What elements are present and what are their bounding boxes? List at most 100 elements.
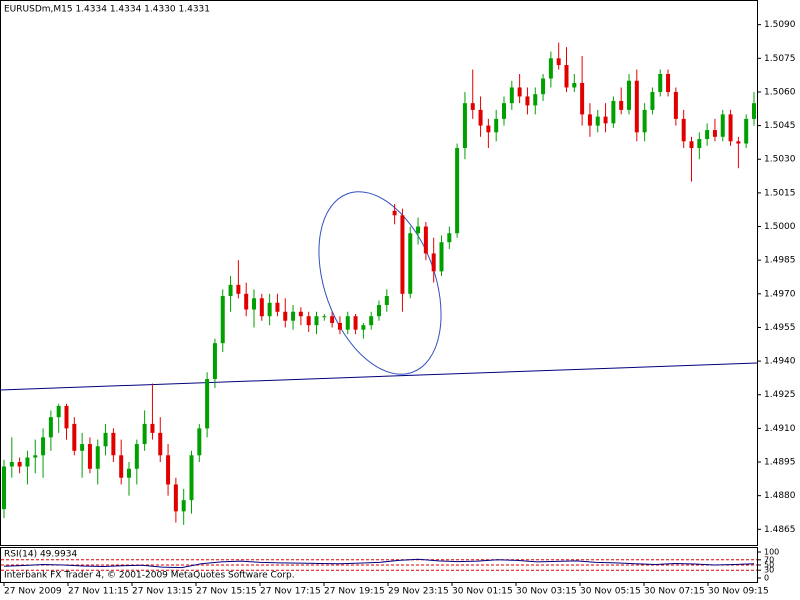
candle-body (720, 114, 725, 137)
candle-body (322, 316, 327, 318)
candle-body (666, 74, 671, 92)
candle-body (369, 316, 374, 326)
y-tick-label: 1.4925 (764, 390, 796, 400)
y-tick-label: 1.5015 (764, 188, 796, 198)
candle-body (9, 462, 14, 467)
candle-body (314, 316, 319, 326)
y-tick-label: 1.4955 (764, 323, 796, 333)
candle-body (408, 233, 413, 294)
candle-body (72, 423, 77, 451)
rsi-tick-label: 70 (764, 555, 774, 564)
candle-body (611, 100, 616, 124)
rsi-tick-label: 30 (764, 566, 774, 575)
y-tick-label: 1.5000 (764, 222, 796, 232)
y-tick-label: 1.4910 (764, 424, 796, 434)
candle-body (619, 100, 624, 110)
candle-body (48, 417, 53, 438)
candle-body (416, 226, 421, 234)
x-tick-label: 27 Nov 11:15 (68, 587, 129, 597)
candle-body (205, 379, 210, 429)
candle-body (712, 130, 717, 137)
candle-body (525, 96, 530, 106)
candle-body (572, 82, 577, 88)
candle-body (689, 141, 694, 149)
candle-body (56, 405, 61, 418)
candle-body (87, 444, 92, 469)
y-tick-label: 1.4880 (764, 491, 796, 501)
y-tick-label: 1.4985 (764, 256, 796, 266)
candle-body (455, 148, 460, 234)
candle-body (353, 316, 358, 330)
candle-body (564, 65, 569, 88)
candle-body (431, 253, 436, 272)
candle-body (400, 215, 405, 294)
y-tick-label: 1.4940 (764, 357, 796, 367)
candle-body (533, 94, 538, 106)
y-tick-label: 1.4865 (764, 525, 796, 535)
candle-body (267, 302, 272, 317)
candle-body (744, 118, 749, 144)
x-tick-label: 27 Nov 17:15 (260, 587, 321, 597)
candle-body (502, 103, 506, 119)
candle-body (252, 298, 256, 310)
candle-body (447, 233, 452, 243)
candle-body (259, 298, 264, 317)
candle-body (41, 437, 46, 456)
candle-body (330, 316, 335, 323)
candle-body (509, 87, 514, 104)
candle-body (650, 91, 655, 110)
candle-body (642, 109, 647, 133)
candle-body (298, 311, 303, 317)
candle-body (127, 468, 131, 478)
candle-body (681, 118, 686, 142)
candle-body (384, 296, 389, 306)
candle-body (423, 226, 428, 254)
candle-body (181, 500, 186, 512)
candle-body (111, 432, 116, 456)
candle-body (306, 316, 311, 326)
candle-body (673, 91, 678, 119)
candle-body (627, 80, 631, 110)
candle-body (134, 444, 139, 469)
candle-body (494, 118, 499, 133)
candle-body (80, 444, 85, 451)
candle-body (541, 78, 546, 95)
candle-body (603, 116, 608, 124)
rsi-tick-label: 0 (764, 574, 769, 583)
candle-body (197, 428, 202, 456)
candle-body (283, 311, 288, 321)
rsi-tick-label: 50 (764, 561, 774, 570)
x-tick-label: 27 Nov 2009 (4, 587, 62, 597)
candle-body (212, 343, 217, 380)
y-tick-label: 1.5030 (764, 155, 796, 165)
candle-body (392, 210, 397, 216)
candle-body (705, 130, 710, 140)
candle-body (2, 466, 6, 510)
candle-body (587, 114, 592, 126)
x-tick-label: 27 Nov 13:15 (132, 587, 193, 597)
x-tick-label: 29 Nov 23:15 (388, 587, 449, 597)
candle-body (556, 58, 561, 66)
candle-body (119, 455, 124, 478)
candle-body (236, 284, 241, 294)
candle-body (33, 455, 38, 458)
candle-body (345, 316, 350, 330)
x-tick-label: 27 Nov 19:15 (324, 587, 385, 597)
y-tick-label: 1.5075 (764, 54, 796, 64)
candle-body (470, 103, 475, 110)
candle-body (478, 109, 483, 126)
candle-body (377, 305, 381, 317)
y-tick-label: 1.5045 (764, 121, 796, 131)
y-tick-label: 1.5060 (764, 87, 796, 97)
footer: Interbank FX Trader 4, © 2001-2009 MetaQ… (4, 571, 295, 581)
candle-body (337, 322, 342, 330)
candle-body (142, 423, 147, 445)
candle-body (728, 114, 733, 142)
candle-body (439, 242, 444, 272)
candle-body (361, 325, 366, 330)
price-pane (0, 0, 758, 546)
candle-body (634, 80, 639, 133)
candle-body (166, 455, 171, 485)
candle-body (595, 116, 600, 126)
